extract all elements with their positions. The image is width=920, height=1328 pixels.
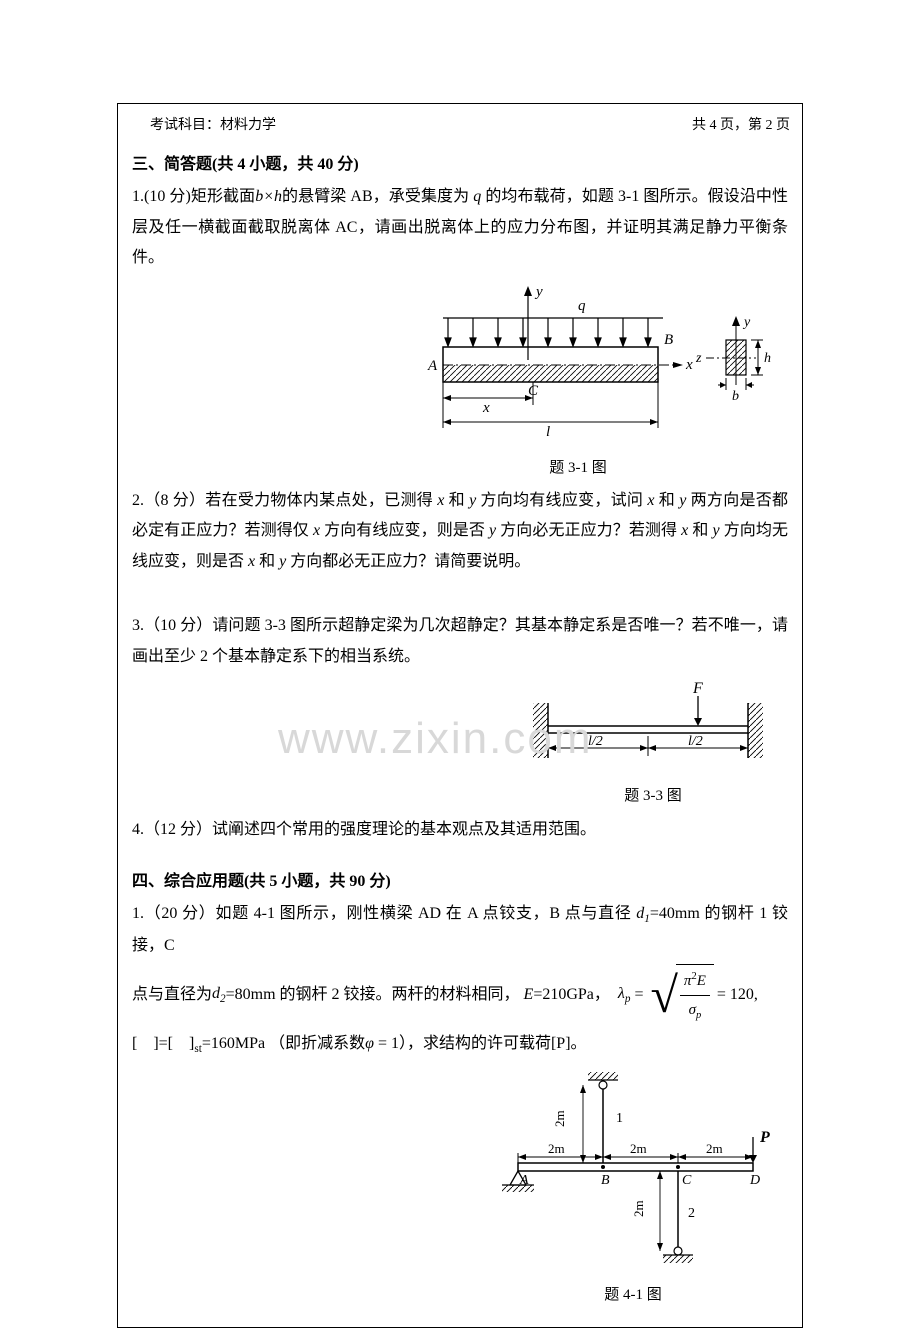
page-frame: www.zixin.com 三、简答题(共 4 小题，共 40 分) 1.(10…	[117, 103, 803, 1328]
question-3-4: 4.（12 分）试阐述四个常用的强度理论的基本观点及其适用范围。	[132, 815, 788, 845]
svg-text:1: 1	[616, 1111, 623, 1126]
question-3-1: 1.(10 分)矩形截面b×h的悬臂梁 AB，承受集度为 q 的均布载荷，如题 …	[132, 182, 788, 273]
question-4-1-line2: 点与直径为 d2 =80mm 的钢杆 2 铰接。两杆的材料相同， E =210G…	[132, 969, 788, 1021]
q3-2-text: 2.（8 分）若在受力物体内某点处，已测得 x 和 y 方向均有线应变，试问 x…	[132, 492, 788, 570]
svg-text:2m: 2m	[631, 1200, 646, 1217]
svg-text:l/2: l/2	[588, 734, 603, 749]
figure-3-3-caption: 题 3-3 图	[528, 782, 778, 811]
svg-text:P: P	[759, 1129, 770, 1146]
question-3-3: 3.（10 分）请问题 3-3 图所示超静定梁为几次超静定？其基本静定系是否唯一…	[132, 611, 788, 672]
q4-1-d2: d2	[212, 979, 226, 1010]
section-3-title: 三、简答题(共 4 小题，共 40 分)	[132, 150, 788, 180]
svg-text:y: y	[742, 315, 751, 330]
q4-1-E: E	[524, 980, 534, 1010]
svg-text:q: q	[578, 298, 586, 314]
page-content: 三、简答题(共 4 小题，共 40 分) 1.(10 分)矩形截面b×h的悬臂梁…	[118, 104, 802, 1327]
question-4-1-line3: [ ]=[ ]st=160MPa （即折减系数φ = 1），求结构的许可载荷[P…	[132, 1029, 788, 1060]
svg-text:z: z	[695, 351, 702, 366]
svg-text:A: A	[519, 1173, 529, 1188]
q4-1-eq1: =	[630, 980, 647, 1010]
q3-1-text-a: 1.(10 分)矩形截面	[132, 188, 255, 205]
svg-text:h: h	[764, 351, 771, 366]
figure-3-1-caption: 题 3-1 图	[378, 454, 778, 483]
q4-1-l2a: 点与直径为	[132, 980, 212, 1010]
q4-1-d1: d1	[636, 905, 650, 922]
svg-text:C: C	[682, 1173, 692, 1188]
svg-text:2: 2	[688, 1206, 695, 1221]
svg-text:D: D	[749, 1173, 760, 1188]
section-4-title: 四、综合应用题(共 5 小题，共 90 分)	[132, 867, 788, 897]
svg-text:B: B	[664, 332, 673, 348]
figure-3-1-container: y q	[132, 280, 778, 483]
svg-text:y: y	[534, 284, 543, 300]
svg-text:l/2: l/2	[688, 734, 703, 749]
svg-text:B: B	[601, 1173, 610, 1188]
q4-1-l2b: =80mm 的钢杆 2 铰接。两杆的材料相同，	[226, 980, 520, 1010]
q4-1-phieq: = 1	[374, 1035, 399, 1052]
svg-text:A: A	[427, 358, 438, 374]
question-4-1-line1: 1.（20 分）如题 4-1 图所示，刚性横梁 AD 在 A 点铰支，B 点与直…	[132, 899, 788, 961]
q4-1-lambda: λp	[618, 979, 631, 1010]
q4-1-phi: φ	[365, 1035, 374, 1052]
figure-3-3-svg: F l/2 l/2	[528, 678, 778, 778]
svg-text:2m: 2m	[630, 1141, 647, 1156]
figure-4-1-container: 1 2m A B	[132, 1067, 778, 1310]
q4-1-Eval: =210GPa，	[533, 980, 610, 1010]
q4-1-v120: = 120,	[717, 980, 758, 1010]
q4-1-sqrt: √ π2E σp	[650, 969, 713, 1021]
figure-4-1-svg: 1 2m A B	[488, 1067, 778, 1277]
svg-text:2m: 2m	[706, 1141, 723, 1156]
svg-text:b: b	[732, 389, 739, 404]
q4-1-l1a: 1.（20 分）如题 4-1 图所示，刚性横梁 AD 在 A 点铰支，B 点与直…	[132, 905, 636, 922]
svg-text:2m: 2m	[552, 1110, 567, 1127]
q3-1-bxh: b×h	[255, 188, 282, 205]
svg-text:F: F	[692, 680, 703, 697]
q4-1-l3b: ），求结构的许可载荷[P]。	[399, 1035, 587, 1052]
svg-text:x: x	[685, 357, 693, 373]
svg-text:x: x	[482, 400, 490, 416]
question-3-2: 2.（8 分）若在受力物体内某点处，已测得 x 和 y 方向均有线应变，试问 x…	[132, 486, 788, 577]
figure-4-1-caption: 题 4-1 图	[488, 1281, 778, 1310]
q4-1-l3a: [ ]=[ ]st=160MPa （即折减系数	[132, 1035, 365, 1052]
figure-3-1-svg: y q	[378, 280, 778, 450]
q3-1-text-b: 的悬臂梁 AB，承受集度为	[282, 188, 473, 205]
svg-text:l: l	[546, 424, 550, 440]
svg-text:2m: 2m	[548, 1141, 565, 1156]
figure-3-3-container: F l/2 l/2 题 3-3 图	[132, 678, 778, 811]
